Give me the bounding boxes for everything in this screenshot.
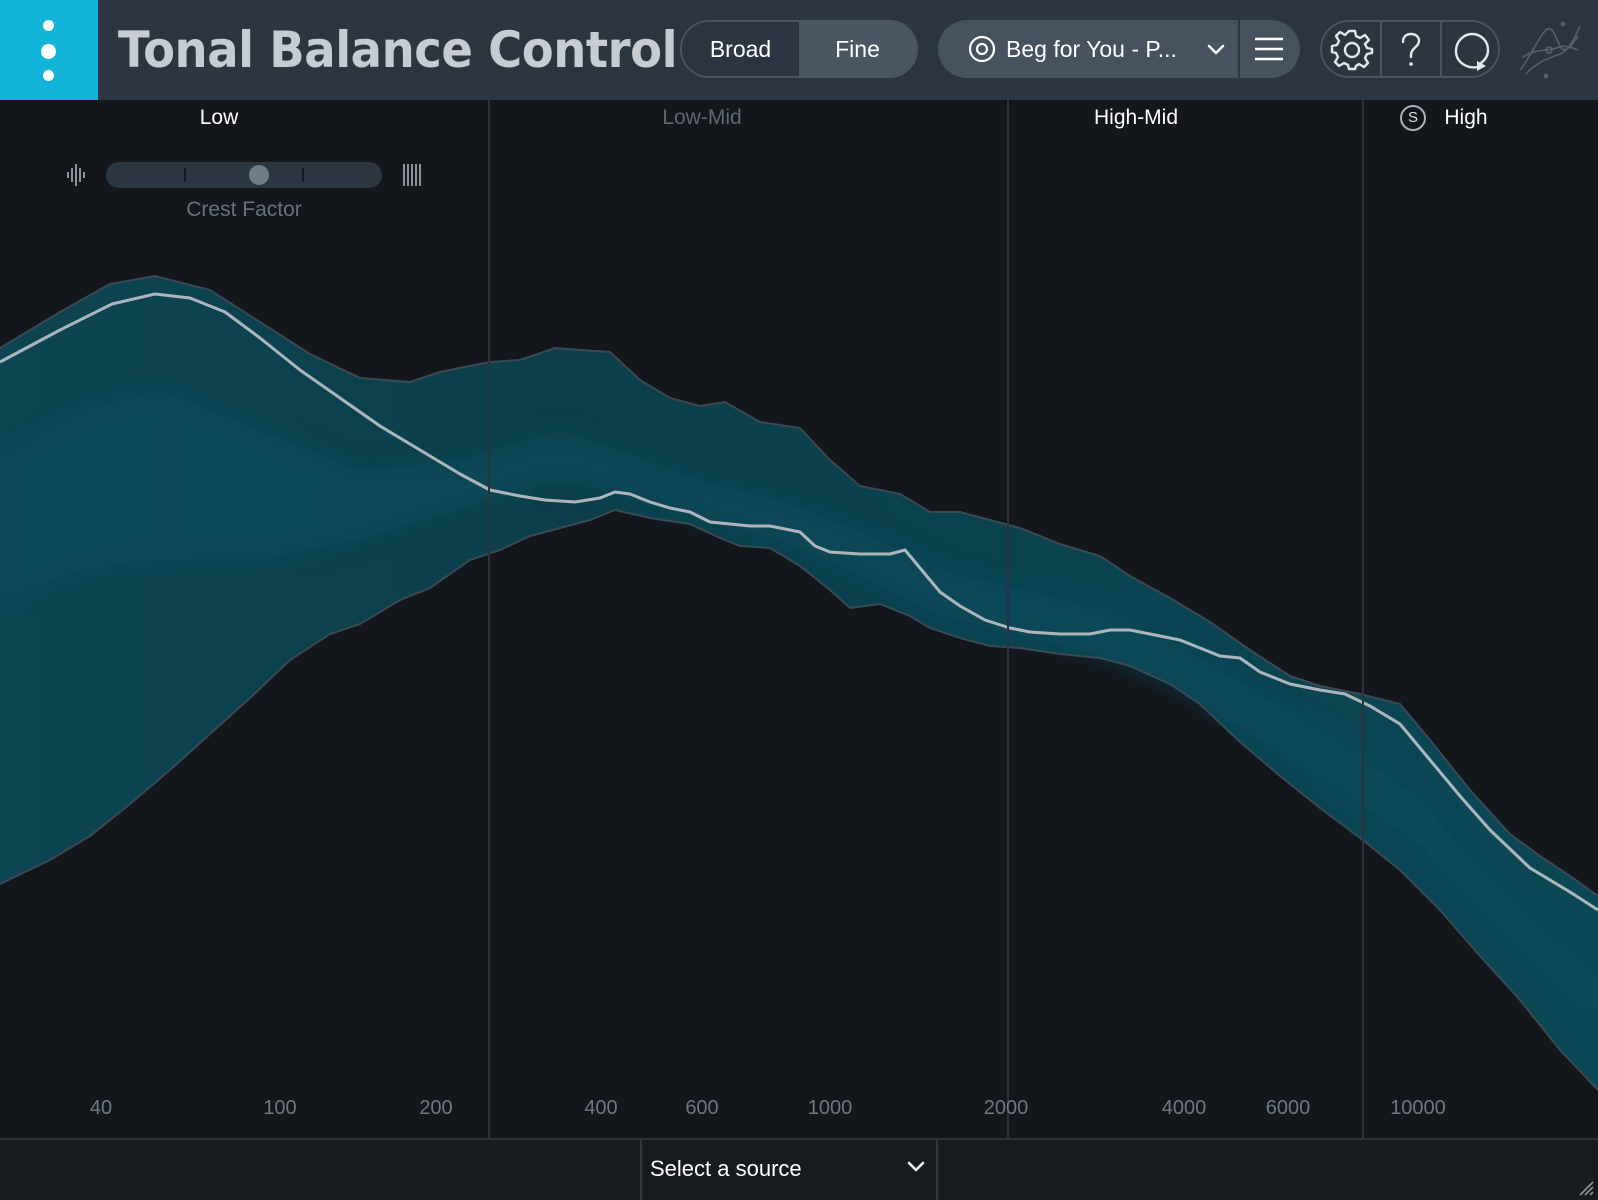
gear-icon — [1330, 29, 1374, 71]
spectrum-curve — [0, 292, 1598, 912]
freq-label: 600 — [685, 1097, 719, 1119]
band-glow — [0, 390, 1598, 1020]
target-label: Beg for You - P... — [1006, 36, 1177, 62]
solo-button[interactable]: S — [1400, 105, 1426, 131]
crest-factor-thumb[interactable] — [249, 165, 269, 185]
loop-button[interactable] — [1442, 22, 1498, 76]
source-dropdown[interactable]: Select a source — [640, 1140, 938, 1200]
band-lower-edge — [0, 508, 1598, 1091]
slider-tick — [302, 168, 304, 182]
freq-label: 200 — [419, 1097, 453, 1119]
help-button[interactable] — [1382, 22, 1440, 76]
logo-icon — [1519, 21, 1581, 79]
target-menu-button[interactable] — [1240, 20, 1300, 78]
crest-factor-label: Crest Factor — [186, 198, 302, 221]
band-label-high-mid[interactable]: High-Mid — [1093, 106, 1179, 129]
freq-label: 2000 — [983, 1097, 1029, 1119]
separator — [1440, 22, 1442, 76]
band-upper-edge — [0, 274, 1598, 897]
crest-factor-control: Crest Factor — [66, 162, 426, 222]
chevron-down-icon — [1207, 44, 1225, 55]
freq-label: 10000 — [1390, 1097, 1446, 1119]
help-icon — [1401, 32, 1421, 66]
freq-label: 1000 — [807, 1097, 853, 1119]
loop-icon — [1454, 32, 1490, 71]
band-divider-low-lowmid[interactable] — [488, 100, 490, 1138]
resize-handle-icon[interactable] — [1576, 1178, 1594, 1196]
broad-view-button[interactable]: Broad — [682, 22, 799, 76]
freq-label: 6000 — [1265, 1097, 1311, 1119]
settings-button[interactable] — [1322, 22, 1380, 76]
footer-bar: Select a source — [0, 1138, 1598, 1200]
freq-label: 40 — [89, 1097, 113, 1119]
spectrum-plot — [0, 274, 1598, 1091]
freq-label: 400 — [584, 1097, 618, 1119]
crest-factor-slider[interactable] — [106, 162, 382, 188]
hamburger-icon — [1255, 37, 1283, 61]
app-title: Tonal Balance Control — [118, 21, 678, 79]
band-label-low-mid[interactable]: Low-Mid — [662, 106, 742, 129]
slider-tick — [184, 168, 186, 182]
freq-label: 4000 — [1161, 1097, 1207, 1119]
separator — [1238, 20, 1240, 78]
band-divider-lowmid-highmid[interactable] — [1007, 100, 1009, 1138]
separator — [1380, 22, 1382, 76]
band-divider-highmid-high[interactable] — [1362, 100, 1364, 1138]
menu-button[interactable] — [0, 0, 98, 100]
target-icon — [968, 35, 996, 63]
target-selector: Beg for You - P... — [938, 20, 1300, 78]
crest-high-icon — [403, 164, 421, 186]
target-range-band — [0, 276, 1598, 1090]
utility-buttons — [1320, 20, 1500, 78]
header-bar: Tonal Balance Control Broad Fine Beg for… — [0, 0, 1598, 100]
freq-label: 100 — [263, 1097, 297, 1119]
crest-low-icon — [67, 164, 85, 186]
target-dropdown[interactable]: Beg for You - P... — [938, 20, 1238, 78]
view-mode-toggle: Broad Fine — [680, 20, 918, 78]
source-label: Select a source — [650, 1156, 802, 1181]
chevron-down-icon — [907, 1161, 925, 1172]
spectrum-graph: Low Low-Mid High-Mid S High — [0, 100, 1598, 1138]
band-label-high[interactable]: High — [1444, 106, 1488, 129]
fine-view-button[interactable]: Fine — [799, 22, 916, 76]
band-label-low[interactable]: Low — [199, 106, 239, 129]
